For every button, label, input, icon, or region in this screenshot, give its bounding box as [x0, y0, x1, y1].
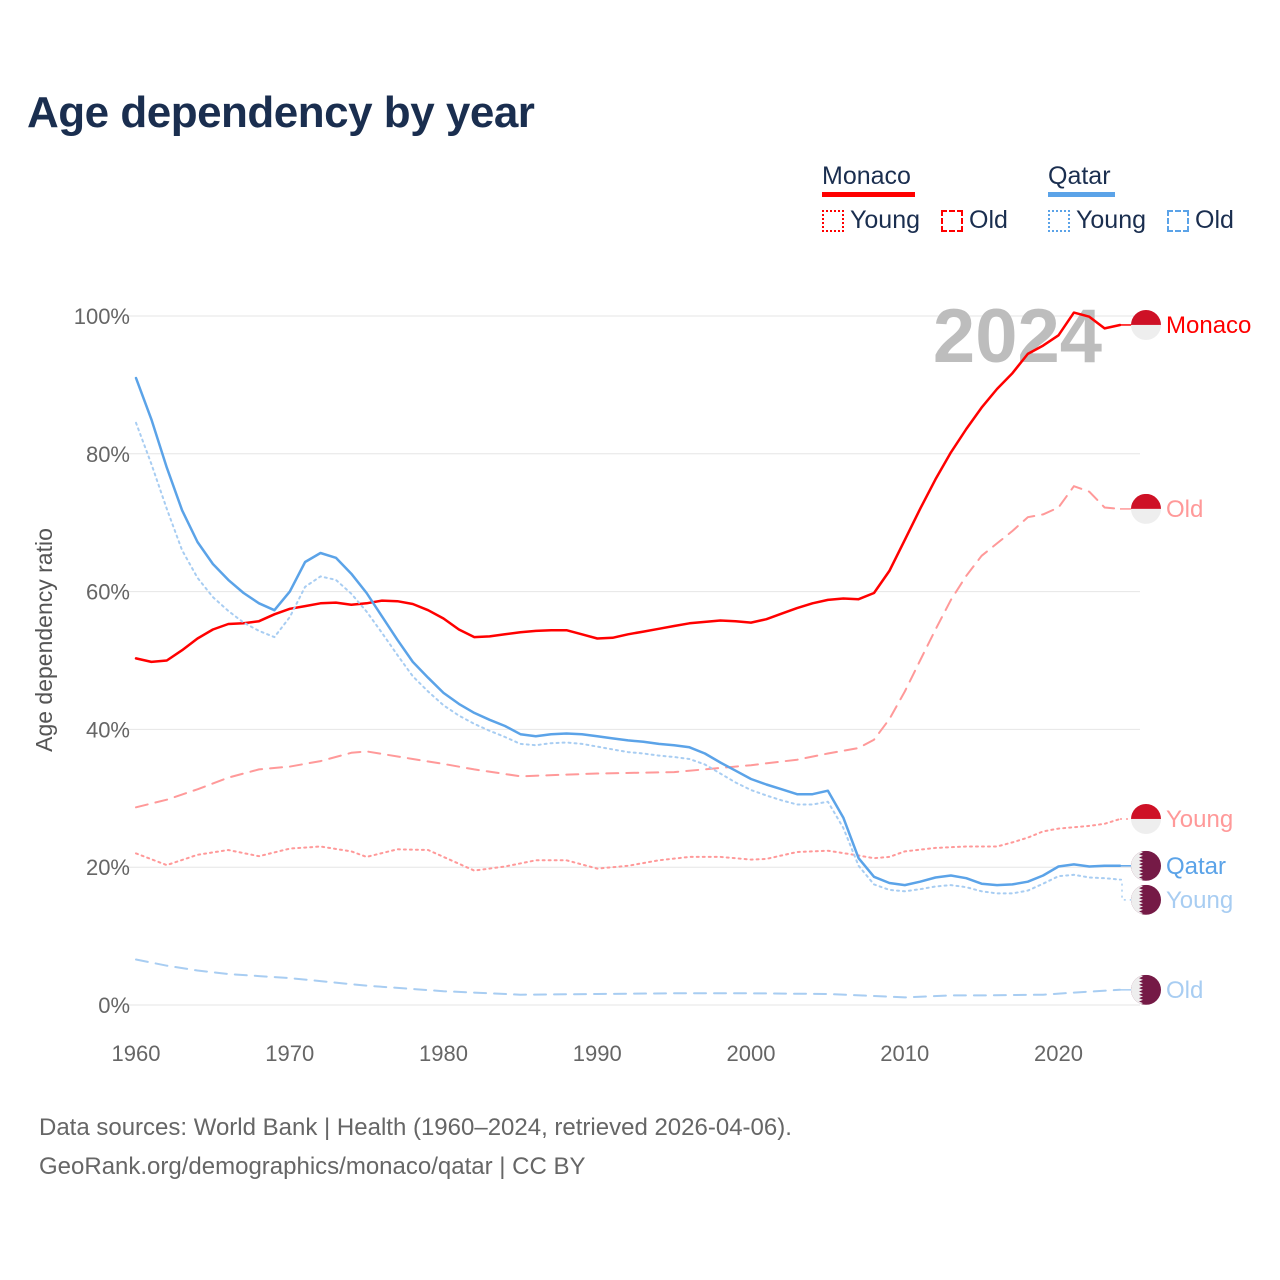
x-tick-label: 2000 [727, 1041, 776, 1066]
gridlines [128, 315, 1140, 1006]
legend-qatar-old-label: Old [1195, 206, 1234, 234]
legend-monaco-young[interactable]: Young [822, 206, 920, 235]
series-line-monaco-young[interactable] [135, 818, 1121, 872]
end-labels: Monaco Old Young Qatar Young Old [1120, 309, 1251, 1005]
end-label-monaco-young: Young [1120, 803, 1233, 834]
end-label-qatar-old: Old [1120, 974, 1203, 1005]
y-tick-label: 80% [86, 442, 130, 467]
legend-qatar-young-label: Young [1076, 206, 1146, 234]
legend-monaco-old[interactable]: Old [941, 206, 1008, 235]
monaco-flag-icon [1131, 309, 1161, 340]
end-label-text: Old [1166, 496, 1203, 523]
qatar-flag-icon [1131, 974, 1161, 1005]
x-tick-label: 1960 [112, 1041, 161, 1066]
end-label-text: Monaco [1166, 312, 1251, 339]
footer: Data sources: World Bank | Health (1960–… [39, 1108, 792, 1186]
end-label-qatar: Qatar [1120, 850, 1226, 881]
series-line-qatar-young[interactable] [135, 421, 1121, 895]
legend-qatar-label[interactable]: Qatar [1048, 162, 1111, 190]
dotted-swatch-icon [1048, 209, 1070, 232]
legend-monaco-young-label: Young [850, 206, 920, 234]
monaco-flag-icon [1131, 803, 1161, 834]
end-label-text: Qatar [1166, 853, 1226, 880]
series-lines [134, 311, 1122, 999]
legend-qatar-old[interactable]: Old [1167, 206, 1234, 235]
legend-monaco-swatch [822, 192, 915, 197]
x-tick-label: 2020 [1034, 1041, 1083, 1066]
end-label-text: Young [1166, 887, 1233, 914]
legend-qatar-swatch [1048, 192, 1115, 197]
y-tick-label: 20% [86, 855, 130, 880]
series-line-qatar[interactable] [134, 376, 1122, 887]
end-label-qatar-young: Young [1120, 878, 1233, 915]
axes: 0% 20% 40% 60% 80% 100% 1960 1970 1980 1990 2000 20… [74, 304, 1083, 1066]
year-watermark: 2024 [933, 294, 1102, 379]
x-tick-label: 1990 [573, 1041, 622, 1066]
x-tick-label: 1970 [265, 1041, 314, 1066]
end-label-monaco: Monaco [1120, 309, 1251, 340]
dashed-swatch-icon [941, 209, 963, 232]
source-link[interactable]: GeoRank.org/demographics/monaco/qatar | … [39, 1153, 586, 1180]
qatar-flag-icon [1131, 850, 1161, 881]
series-line-monaco[interactable] [134, 311, 1122, 664]
legend-qatar-young[interactable]: Young [1048, 206, 1146, 235]
series-line-monaco-old[interactable] [135, 485, 1121, 809]
x-tick-label: 2010 [880, 1041, 929, 1066]
end-label-text: Old [1166, 977, 1203, 1004]
qatar-flag-icon [1131, 884, 1161, 915]
source-note: Data sources: World Bank | Health (1960–… [39, 1114, 792, 1141]
y-axis-label: Age dependency ratio [31, 528, 57, 752]
end-label-monaco-old: Old [1120, 493, 1203, 524]
legend-monaco-label[interactable]: Monaco [822, 162, 911, 190]
y-tick-label: 40% [86, 717, 130, 742]
monaco-flag-icon [1131, 493, 1161, 524]
legend-monaco-old-label: Old [969, 206, 1008, 234]
dotted-swatch-icon [822, 209, 844, 232]
y-tick-label: 0% [98, 993, 130, 1018]
dashed-swatch-icon [1167, 209, 1189, 232]
series-line-qatar-old[interactable] [135, 958, 1121, 999]
x-tick-label: 1980 [419, 1041, 468, 1066]
y-tick-label: 100% [74, 304, 130, 329]
leader-line [1120, 878, 1132, 901]
chart-title: Age dependency by year [27, 88, 535, 137]
end-label-text: Young [1166, 806, 1233, 833]
y-tick-label: 60% [86, 580, 130, 605]
